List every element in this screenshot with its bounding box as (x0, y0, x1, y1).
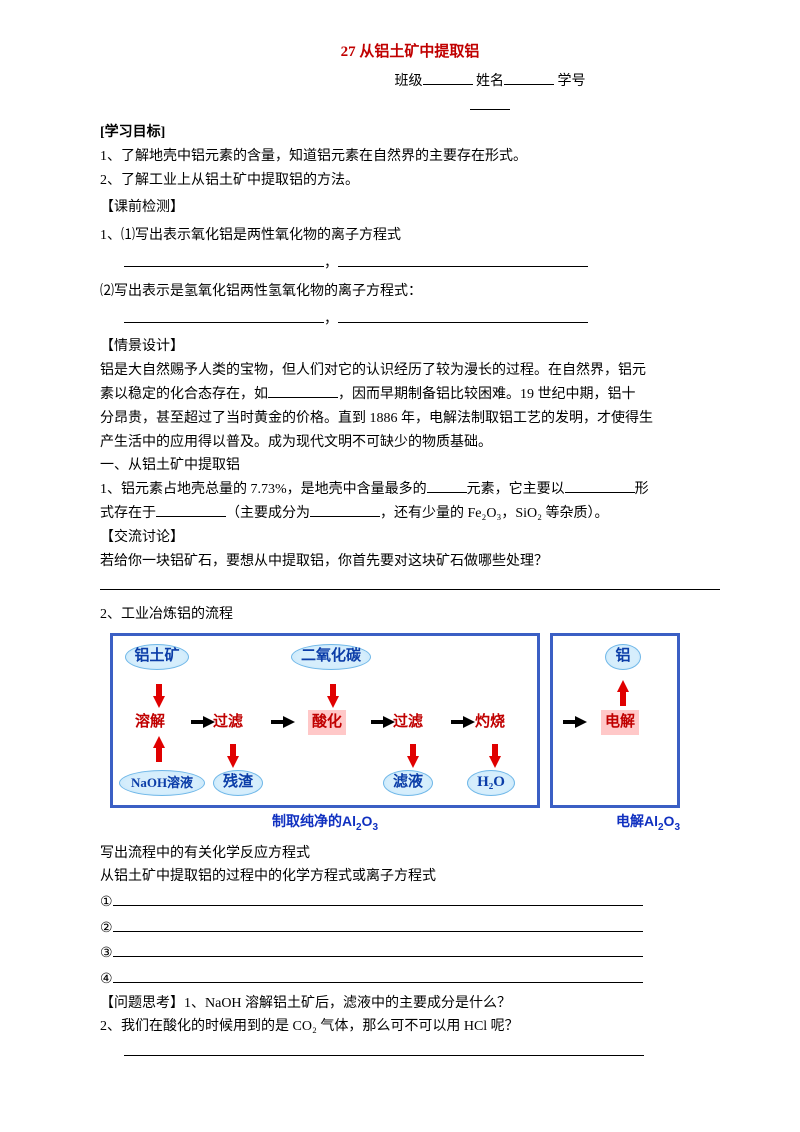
arrow-down-icon (153, 696, 165, 708)
arrow-down-icon (327, 696, 339, 708)
pretest-2: ⑵写出表示是氢氧化铝两性氢氧化物的离子方程式： (100, 280, 720, 304)
arrow-down-icon (407, 756, 419, 768)
scene-heading: 【情景设计】 (100, 335, 720, 359)
sec1-line2: 式存在于（主要成分为，还有少量的 Fe₂O₃，SiO₂ 等杂质）。 (100, 502, 720, 526)
arrow-right-icon (575, 716, 587, 728)
step-dissolve: 溶解 (135, 710, 165, 736)
arrow-down-icon (489, 756, 501, 768)
eq-4: ④ (100, 966, 720, 992)
eq-3: ③ (100, 940, 720, 966)
think-blank (100, 1039, 720, 1065)
class-label: 班级 (395, 74, 423, 89)
think-heading: 【问题思考】 (100, 996, 184, 1011)
think-1: 1、NaOH 溶解铝土矿后，滤液中的主要成分是什么？ (184, 996, 511, 1011)
header-fields: 班级 姓名 学号 (100, 70, 720, 94)
sec2-heading: 2、工业冶炼铝的流程 (100, 603, 720, 627)
pretest-1: 1、⑴写出表示氧化铝是两性氧化物的离子方程式 (100, 224, 720, 248)
node-al: 铝 (605, 644, 641, 670)
node-ore: 铝土矿 (125, 644, 189, 670)
flowchart-left-panel: 铝土矿 二氧化碳 溶解 过滤 酸化 过滤 灼烧 NaOH溶液 残渣 滤液 H₂O (110, 633, 540, 808)
node-co2: 二氧化碳 (291, 644, 371, 670)
blank-row-1: ， (100, 252, 720, 276)
step-elec: 电解 (601, 710, 639, 736)
goal-1: 1、了解地壳中铝元素的含量，知道铝元素在自然界的主要存在形式。 (100, 145, 720, 169)
node-filtrate: 滤液 (383, 770, 433, 796)
arrow-up-icon (153, 736, 165, 748)
page-title: 27 从铝土矿中提取铝 (100, 40, 720, 66)
step-acid: 酸化 (308, 710, 346, 736)
sec1-line1: 1、铝元素占地壳总量的 7.73%，是地壳中含量最多的元素，它主要以形 (100, 478, 720, 502)
write-eq: 写出流程中的有关化学反应方程式 (100, 842, 720, 866)
flowchart-captions: 制取纯净的Al2O3 电解Al2O3 (110, 810, 720, 836)
arrow-right-icon (283, 716, 295, 728)
arrow-right-icon (463, 716, 475, 728)
scene-p1a: 铝是大自然赐予人类的宝物，但人们对它的认识经历了较为漫长的过程。在自然界，铝元 (100, 359, 720, 383)
node-h2o: H₂O (467, 770, 515, 796)
scene-p1d: 分昂贵，甚至超过了当时黄金的价格。直到 1886 年，电解法制取铝工艺的发明，才… (100, 407, 720, 431)
pretest-heading: 【课前检测】 (100, 196, 720, 220)
node-naoh: NaOH溶液 (119, 770, 205, 796)
think-row: 【问题思考】1、NaOH 溶解铝土矿后，滤液中的主要成分是什么？ (100, 992, 720, 1016)
blank-row-2: ， (100, 308, 720, 332)
scene-p1e: 产生活中的应用得以普及。成为现代文明不可缺少的物质基础。 (100, 431, 720, 455)
discuss-blank (100, 573, 720, 590)
num-label: 学号 (558, 74, 586, 89)
discuss-q: 若给你一块铝矿石，要想从中提取铝，你首先要对这块矿石做哪些处理？ (100, 550, 720, 574)
goals-heading: [学习目标] (100, 121, 720, 145)
arrow-down-icon (227, 756, 239, 768)
step-filter1: 过滤 (213, 710, 243, 736)
step-filter2: 过滤 (393, 710, 423, 736)
scene-p1b-row: 素以稳定的化合态存在，如，因而早期制备铝比较困难。19 世纪中期，铝十 (100, 383, 720, 407)
eq-2: ② (100, 915, 720, 941)
write-eq2: 从铝土矿中提取铝的过程中的化学方程式或离子方程式 (100, 865, 720, 889)
name-label: 姓名 (476, 74, 504, 89)
caption-right: 电解Al2O3 (540, 810, 680, 836)
node-residue: 残渣 (213, 770, 263, 796)
step-burn: 灼烧 (475, 710, 505, 736)
flowchart-right-panel: 铝 电解 (550, 633, 680, 808)
flowchart: 铝土矿 二氧化碳 溶解 过滤 酸化 过滤 灼烧 NaOH溶液 残渣 滤液 H₂O… (110, 633, 720, 808)
arrow-up-icon (617, 680, 629, 692)
caption-left: 制取纯净的Al2O3 (110, 810, 540, 836)
discuss-heading: 【交流讨论】 (100, 526, 720, 550)
goal-2: 2、了解工业上从铝土矿中提取铝的方法。 (100, 169, 720, 193)
eq-1: ① (100, 889, 720, 915)
think-2: 2、我们在酸化的时候用到的是 CO₂ 气体，那么可不可以用 HCl 呢？ (100, 1015, 720, 1039)
sec1-heading: 一、从铝土矿中提取铝 (100, 454, 720, 478)
